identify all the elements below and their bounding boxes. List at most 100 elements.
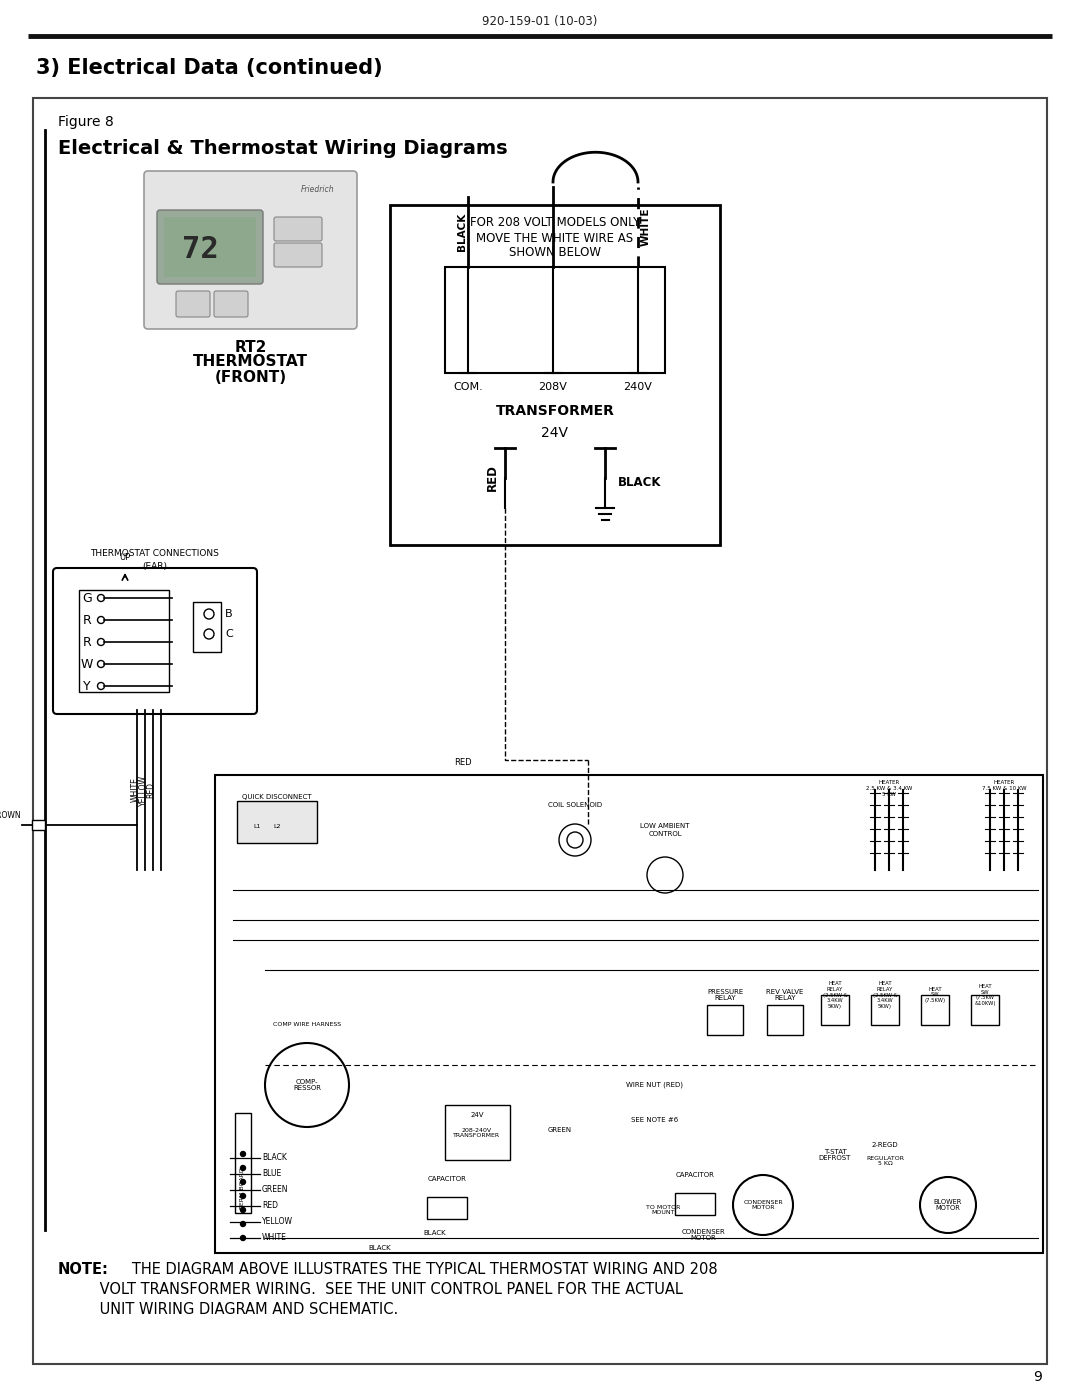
Text: MOVE THE WHITE WIRE AS: MOVE THE WHITE WIRE AS <box>476 232 634 244</box>
Text: W: W <box>81 658 93 671</box>
Bar <box>707 1004 743 1035</box>
FancyBboxPatch shape <box>274 217 322 242</box>
Text: YELLOW: YELLOW <box>138 774 148 806</box>
Circle shape <box>241 1207 245 1213</box>
Bar <box>767 1004 804 1035</box>
Text: (EAR): (EAR) <box>143 562 167 570</box>
Bar <box>32 820 45 830</box>
Bar <box>390 205 720 545</box>
Text: THERMOSTAT: THERMOSTAT <box>193 355 308 369</box>
Text: Figure 8: Figure 8 <box>58 115 113 129</box>
Bar <box>971 995 999 1025</box>
Text: GREEN: GREEN <box>548 1127 572 1133</box>
Text: 208V: 208V <box>539 381 567 393</box>
Text: REGULATOR
5 KΩ: REGULATOR 5 KΩ <box>866 1155 904 1166</box>
Text: BLOWER
MOTOR: BLOWER MOTOR <box>934 1199 962 1211</box>
FancyBboxPatch shape <box>144 170 357 330</box>
FancyBboxPatch shape <box>53 569 257 714</box>
Text: CAPACITOR: CAPACITOR <box>428 1176 467 1182</box>
Text: HEATER
7.5 KW & 10 KW: HEATER 7.5 KW & 10 KW <box>982 780 1026 791</box>
Text: GREEN: GREEN <box>262 1186 288 1194</box>
Bar <box>675 1193 715 1215</box>
Text: UNIT WIRING DIAGRAM AND SCHEMATIC.: UNIT WIRING DIAGRAM AND SCHEMATIC. <box>58 1302 399 1317</box>
Text: BLACK: BLACK <box>457 212 467 251</box>
Text: BROWN: BROWN <box>0 810 21 820</box>
Text: 3) Electrical Data (continued): 3) Electrical Data (continued) <box>36 59 382 78</box>
Text: PRESSURE
RELAY: PRESSURE RELAY <box>707 989 743 1002</box>
Circle shape <box>241 1221 245 1227</box>
Text: COMP-
RESSOR: COMP- RESSOR <box>293 1078 321 1091</box>
Text: CONDENSER
MOTOR: CONDENSER MOTOR <box>681 1228 725 1242</box>
Text: UP: UP <box>120 553 131 562</box>
Text: WHITE: WHITE <box>642 208 651 246</box>
Text: BLUE: BLUE <box>262 1169 281 1179</box>
Text: 24V: 24V <box>541 426 568 440</box>
Text: TRANSFORMER: TRANSFORMER <box>496 404 615 418</box>
Text: CAPACITOR: CAPACITOR <box>676 1172 715 1178</box>
Text: LOW AMBIENT
CONTROL: LOW AMBIENT CONTROL <box>640 823 690 837</box>
Text: C: C <box>225 629 233 638</box>
Text: NOTE:: NOTE: <box>58 1261 109 1277</box>
Text: T-STAT
DEFROST: T-STAT DEFROST <box>819 1148 851 1161</box>
Circle shape <box>241 1193 245 1199</box>
FancyBboxPatch shape <box>176 291 210 317</box>
Circle shape <box>241 1151 245 1157</box>
Text: 2-REGD: 2-REGD <box>872 1141 899 1148</box>
Text: COM.: COM. <box>454 381 483 393</box>
Bar <box>870 995 899 1025</box>
Text: 920-159-01 (10-03): 920-159-01 (10-03) <box>483 15 597 28</box>
Text: HEAT
RELAY
(2.5KW &
3.4KW
5KW): HEAT RELAY (2.5KW & 3.4KW 5KW) <box>873 981 897 1009</box>
FancyBboxPatch shape <box>164 217 256 277</box>
Text: RED: RED <box>486 465 499 492</box>
FancyBboxPatch shape <box>274 243 322 267</box>
Text: COIL SOLENOID: COIL SOLENOID <box>548 802 602 807</box>
Text: HEATER
2.5 KW & 3.4 KW
5 KW: HEATER 2.5 KW & 3.4 KW 5 KW <box>866 780 913 796</box>
Bar <box>921 995 949 1025</box>
Text: THE DIAGRAM ABOVE ILLUSTRATES THE TYPICAL THERMOSTAT WIRING AND 208: THE DIAGRAM ABOVE ILLUSTRATES THE TYPICA… <box>118 1261 717 1277</box>
Text: TERM BOARD: TERM BOARD <box>241 1166 245 1208</box>
Text: L1: L1 <box>254 824 260 830</box>
Text: VOLT TRANSFORMER WIRING.  SEE THE UNIT CONTROL PANEL FOR THE ACTUAL: VOLT TRANSFORMER WIRING. SEE THE UNIT CO… <box>58 1282 683 1296</box>
Text: CONDENSER
MOTOR: CONDENSER MOTOR <box>743 1200 783 1210</box>
Circle shape <box>241 1165 245 1171</box>
Circle shape <box>241 1179 245 1185</box>
Text: (FRONT): (FRONT) <box>215 369 286 384</box>
Bar <box>79 590 168 692</box>
Text: RED: RED <box>147 782 156 798</box>
Text: BLACK: BLACK <box>618 476 662 489</box>
Bar <box>193 602 221 652</box>
Text: BLACK: BLACK <box>368 1245 391 1250</box>
Text: WHITE: WHITE <box>131 778 139 802</box>
Text: Y: Y <box>83 679 91 693</box>
Bar <box>445 267 665 373</box>
Bar <box>821 995 849 1025</box>
Text: 208-240V
TRANSFORMER: 208-240V TRANSFORMER <box>454 1127 500 1139</box>
Text: WIRE NUT (RED): WIRE NUT (RED) <box>626 1081 684 1088</box>
Text: HEAT
SW
(7.5KW
&10KW): HEAT SW (7.5KW &10KW) <box>974 983 996 1006</box>
FancyBboxPatch shape <box>157 210 264 284</box>
Text: TO MOTOR
MOUNT: TO MOTOR MOUNT <box>646 1204 680 1215</box>
Text: RT2: RT2 <box>234 339 267 355</box>
Text: 72: 72 <box>181 235 218 264</box>
Text: QUICK DISCONNECT: QUICK DISCONNECT <box>242 793 312 800</box>
Bar <box>235 1113 251 1213</box>
Bar <box>215 775 1043 1253</box>
Text: WHITE: WHITE <box>262 1234 287 1242</box>
Text: SHOWN BELOW: SHOWN BELOW <box>509 246 600 260</box>
Circle shape <box>241 1235 245 1241</box>
Text: Electrical & Thermostat Wiring Diagrams: Electrical & Thermostat Wiring Diagrams <box>58 138 508 158</box>
Text: R: R <box>83 613 92 626</box>
Text: FOR 208 VOLT MODELS ONLY: FOR 208 VOLT MODELS ONLY <box>470 217 640 229</box>
Text: 240V: 240V <box>623 381 652 393</box>
Text: R: R <box>83 636 92 648</box>
Text: Friedrich: Friedrich <box>301 184 335 194</box>
Text: COMP WIRE HARNESS: COMP WIRE HARNESS <box>273 1023 341 1028</box>
Text: HEAT
SW
(7.5KW): HEAT SW (7.5KW) <box>924 986 946 1003</box>
FancyBboxPatch shape <box>214 291 248 317</box>
Text: L2: L2 <box>273 824 281 830</box>
Text: YELLOW: YELLOW <box>262 1218 293 1227</box>
Text: RED: RED <box>455 759 472 767</box>
Text: BLACK: BLACK <box>423 1229 446 1236</box>
Bar <box>427 1197 467 1220</box>
Text: RED: RED <box>262 1201 278 1210</box>
